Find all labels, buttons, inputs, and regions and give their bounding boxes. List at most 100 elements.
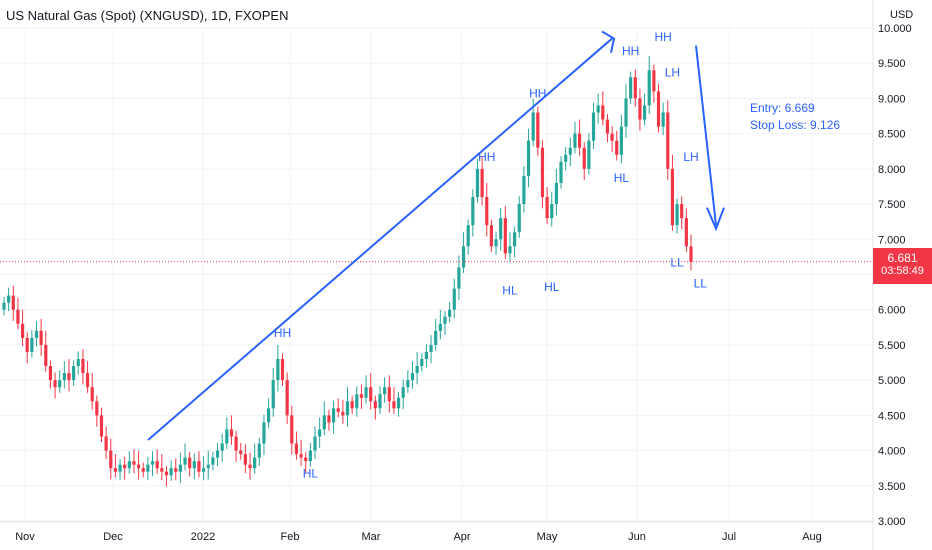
currency-label: USD <box>890 9 914 21</box>
candle-body <box>44 344 48 367</box>
x-tick-label: Apr <box>453 531 470 543</box>
candle-body <box>670 168 675 226</box>
candle-body <box>127 461 131 469</box>
candle-body <box>229 429 234 437</box>
x-tick-label: Jul <box>722 531 736 543</box>
candle-body <box>178 464 182 472</box>
x-tick-label: May <box>537 531 558 543</box>
candle-body <box>373 401 377 409</box>
last-price-value: 6.681 <box>887 251 918 265</box>
swing-label: HH <box>529 86 546 100</box>
candle-body <box>53 380 57 388</box>
y-tick-label: 4.000 <box>878 446 906 458</box>
candle-body <box>215 450 220 458</box>
candle-body <box>169 468 173 476</box>
candle-body <box>155 461 159 469</box>
candle-body <box>545 197 549 219</box>
candle-body <box>638 98 642 120</box>
candle-body <box>582 147 586 169</box>
candle-body <box>322 415 326 430</box>
x-tick-label: 2022 <box>191 531 215 543</box>
candle-body <box>299 454 303 458</box>
candle-body <box>318 429 322 437</box>
candle-body <box>466 225 470 247</box>
candle-body <box>39 330 43 345</box>
candle-body <box>118 464 122 472</box>
candle-body <box>359 394 364 398</box>
x-tick-label: Feb <box>281 531 300 543</box>
candle-body <box>150 461 155 465</box>
candle-body <box>76 359 80 367</box>
x-tick-label: Nov <box>15 531 35 543</box>
candle-body <box>554 182 558 205</box>
candle-body <box>146 464 150 472</box>
candle-body <box>656 91 661 127</box>
candle-body <box>174 468 178 472</box>
candle-body <box>605 119 610 134</box>
candle-body <box>206 464 210 469</box>
candle-body <box>81 359 85 374</box>
candle-body <box>415 366 419 374</box>
candle-body <box>253 457 257 469</box>
candle-body <box>262 422 266 444</box>
candle-body <box>485 197 489 226</box>
candle-body <box>443 316 447 324</box>
candle-body <box>424 351 429 360</box>
candle-body <box>475 168 480 198</box>
candle-body <box>615 140 619 155</box>
candle-body <box>517 204 521 233</box>
candle-body <box>629 77 633 99</box>
candle-body <box>526 140 531 176</box>
candle-body <box>164 471 169 476</box>
candle-body <box>109 450 113 469</box>
candle-body <box>392 401 396 409</box>
candle-body <box>16 309 20 324</box>
candle-body <box>434 330 438 345</box>
candle-body <box>503 218 507 254</box>
candle-body <box>480 168 484 198</box>
candle-body <box>420 359 424 367</box>
candle-body <box>243 454 247 465</box>
candle-body <box>67 373 71 381</box>
candle-body <box>642 105 647 120</box>
candle-body <box>225 429 229 444</box>
candle-body <box>202 468 206 472</box>
candle-body <box>313 436 317 451</box>
candle-body <box>183 457 187 465</box>
candle-body <box>383 387 387 395</box>
y-tick-label: 5.500 <box>878 340 906 352</box>
y-tick-label: 10.000 <box>878 23 912 35</box>
candle-body <box>406 380 410 388</box>
swing-label: HH <box>274 326 291 340</box>
candle-body <box>327 415 331 423</box>
candle-body <box>350 401 354 409</box>
candle-body <box>513 232 517 247</box>
candle-body <box>192 461 196 469</box>
candle-body <box>508 246 512 254</box>
candle-body <box>550 204 554 219</box>
candle-body <box>387 387 391 402</box>
candle-body <box>280 359 285 381</box>
countdown-value: 03:58:49 <box>881 265 924 277</box>
candle-body <box>591 112 596 141</box>
uptrend-arrow <box>147 37 613 441</box>
swing-label: LL <box>670 255 684 269</box>
candle-body <box>489 225 493 247</box>
last-price-label: 6.681 03:58:49 <box>873 248 932 284</box>
swing-label: HL <box>303 467 319 481</box>
candle-body <box>188 457 192 469</box>
uptrend-arrowhead <box>601 30 616 53</box>
x-tick-label: Mar <box>362 531 381 543</box>
x-tick-label: Dec <box>103 531 123 543</box>
candle-body <box>401 387 405 398</box>
y-tick-label: 8.500 <box>878 129 906 141</box>
candle-body <box>220 443 224 451</box>
candle-body <box>438 323 442 331</box>
swing-label: HL <box>544 280 560 294</box>
candle-body <box>661 112 665 127</box>
candle-body <box>652 70 656 92</box>
candle-body <box>341 411 345 416</box>
candle-body <box>90 387 94 402</box>
candle-body <box>72 366 76 381</box>
